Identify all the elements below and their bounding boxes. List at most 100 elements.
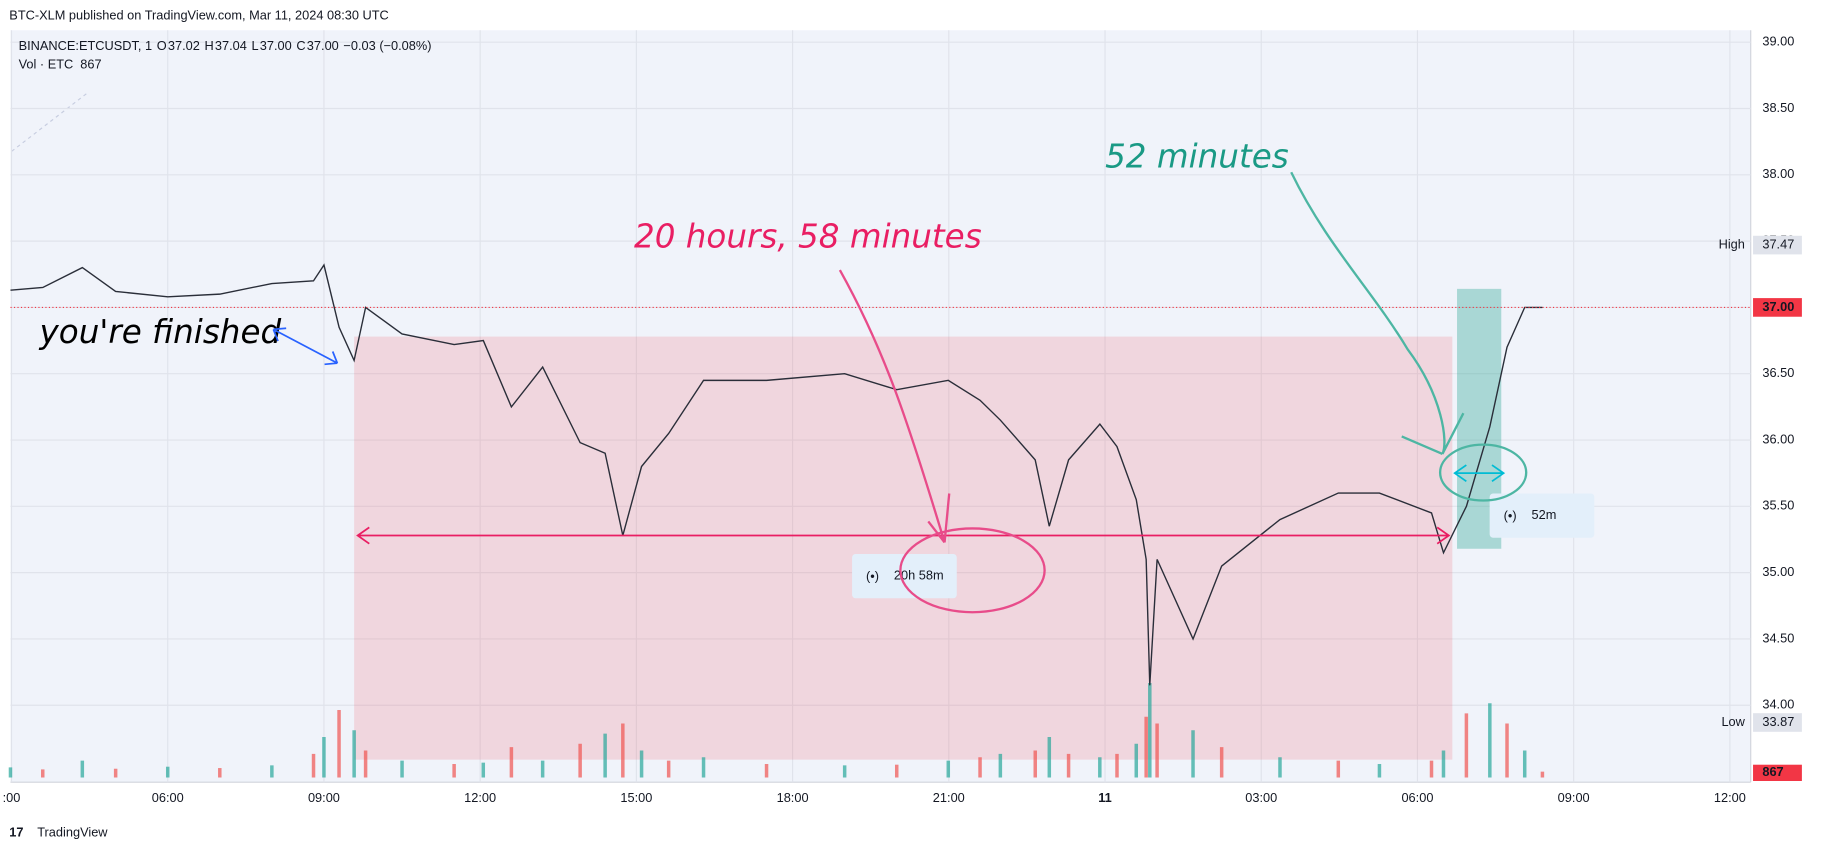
volume-bar xyxy=(270,765,274,778)
x-tick-label: 18:00 xyxy=(777,790,809,805)
y-tick-label: 36.50 xyxy=(1762,365,1794,380)
volume-bar xyxy=(509,747,514,778)
logo: 17 xyxy=(9,825,23,840)
volume-bar xyxy=(400,760,404,778)
volume-bar xyxy=(603,733,607,778)
last-price-tag xyxy=(1753,298,1802,317)
legend-text: 37.04 xyxy=(215,38,247,53)
legend-volume-value: 867 xyxy=(80,57,101,72)
volume-bar xyxy=(1336,760,1341,778)
volume-bar xyxy=(1441,750,1446,778)
x-tick-label: 12:00 xyxy=(464,790,496,805)
volume-bar xyxy=(41,769,45,778)
legend-text: BINANCE:ETCUSDT, 1 xyxy=(19,38,152,53)
x-tick-label: 09:00 xyxy=(308,790,340,805)
volume-bar xyxy=(1429,760,1434,778)
hand-annotation: you're finished xyxy=(39,313,282,351)
volume-bar xyxy=(1066,753,1071,778)
x-tick-label: 12:00 xyxy=(1714,790,1746,805)
volume-bar xyxy=(481,762,486,778)
y-tick-label: 34.50 xyxy=(1762,630,1794,645)
legend-text: 37.00 xyxy=(260,38,292,53)
volume-bar xyxy=(1219,747,1224,778)
legend-text: H xyxy=(204,38,213,53)
volume-bar xyxy=(1115,753,1119,778)
volume-bar xyxy=(1134,743,1139,778)
hand-circle xyxy=(1438,443,1528,502)
volume-bar xyxy=(1488,703,1492,778)
layer: 34.0034.5035.0035.5036.0036.5037.0037.50… xyxy=(3,30,1802,805)
hand-arrow xyxy=(1290,171,1465,456)
legend-text: C xyxy=(296,38,305,53)
header: BTC-XLM published on TradingView.com, Ma… xyxy=(9,8,389,23)
volume-bar xyxy=(1377,764,1382,778)
hand-arrow xyxy=(272,327,339,366)
volume-bar xyxy=(1047,737,1052,778)
plot-background xyxy=(10,30,1751,783)
volume-tag xyxy=(1753,764,1802,781)
x-tick-label: 21:00 xyxy=(933,790,965,805)
volume-bar xyxy=(842,765,847,778)
volume-bar xyxy=(165,766,170,778)
last-price-label: 37.00 xyxy=(1762,299,1794,314)
hand-arrow xyxy=(838,269,951,544)
measure-label-box xyxy=(852,554,957,599)
x-tick-label: 06:00 xyxy=(1401,790,1433,805)
low-tag xyxy=(1753,713,1802,732)
trend-line xyxy=(11,92,88,152)
legend-volume-label: Vol · ETC xyxy=(19,57,74,72)
y-tick-label: 35.50 xyxy=(1762,498,1794,513)
volume-bar xyxy=(998,753,1003,778)
volume-bar xyxy=(1278,757,1282,778)
volume-bar xyxy=(666,760,671,778)
y-tick-label: 36.00 xyxy=(1762,431,1794,446)
y-tick-label: 39.00 xyxy=(1762,34,1794,49)
volume-bar xyxy=(452,764,456,778)
x-tick-label: 11 xyxy=(1098,790,1112,805)
legend-text: L xyxy=(252,38,259,53)
volume-bar xyxy=(894,764,899,778)
volume-bar xyxy=(701,757,706,778)
high-tag xyxy=(1753,235,1802,255)
legend-text: O xyxy=(157,38,167,53)
volume-bar xyxy=(1505,723,1509,778)
volume-bar xyxy=(639,750,644,778)
volume-bar xyxy=(1144,716,1148,778)
x-tick-label: :00 xyxy=(3,790,21,805)
footer: TradingView xyxy=(37,825,108,840)
high-value: 37.47 xyxy=(1762,236,1794,251)
y-tick-label: 35.00 xyxy=(1762,564,1794,579)
volume-bar xyxy=(540,760,545,778)
y-tick-label: 38.00 xyxy=(1762,166,1794,181)
measure-icon: (•) xyxy=(866,569,879,584)
hand-circle xyxy=(899,527,1046,614)
y-tick-label: 38.50 xyxy=(1762,100,1794,115)
x-tick-label: 15:00 xyxy=(620,790,652,805)
low-name: Low xyxy=(1721,714,1745,729)
volume-bar xyxy=(764,764,769,778)
volume-bar xyxy=(337,710,341,778)
volume-bar xyxy=(1155,723,1159,778)
volume-tag-label: 867 xyxy=(1762,764,1783,779)
x-tick-label: 09:00 xyxy=(1558,790,1590,805)
volume-bar xyxy=(621,723,625,778)
volume-bar xyxy=(1033,750,1037,778)
volume-bar xyxy=(80,760,85,778)
price-line xyxy=(10,263,1543,686)
hand-annotation: 20 hours, 58 minutes xyxy=(634,218,982,256)
volume-bar xyxy=(363,750,368,778)
measure-arrow xyxy=(356,526,1451,545)
measure-label: 20h 58m xyxy=(894,568,944,583)
y-tick-label: 34.00 xyxy=(1762,697,1794,712)
volume-bar xyxy=(1540,771,1545,778)
volume-bar xyxy=(113,768,118,778)
legend-text: −0.03 (−0.08%) xyxy=(343,38,431,53)
volume-bar xyxy=(8,767,13,778)
volume-bar xyxy=(218,768,222,778)
volume-bar xyxy=(1464,713,1469,778)
x-tick-label: 06:00 xyxy=(152,790,184,805)
volume-bar xyxy=(1148,682,1152,778)
volume-bar xyxy=(352,730,356,778)
